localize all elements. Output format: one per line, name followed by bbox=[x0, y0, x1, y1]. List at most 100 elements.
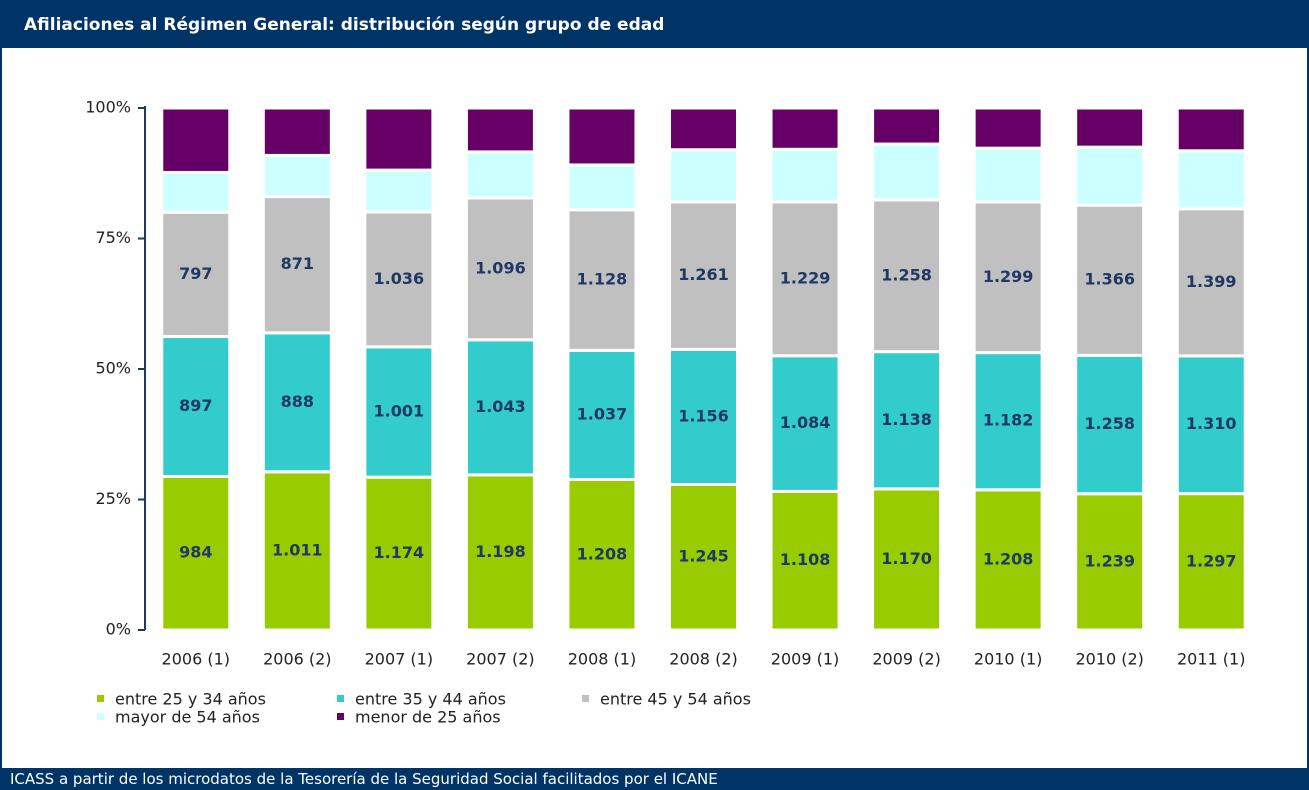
data-label: 1.208 bbox=[577, 544, 628, 563]
legend-swatch bbox=[97, 695, 104, 702]
bar-segment bbox=[566, 348, 638, 482]
bar-segment bbox=[566, 106, 638, 167]
legend-label: menor de 25 años bbox=[355, 708, 501, 727]
data-label: 1.182 bbox=[983, 411, 1034, 430]
bar-segment bbox=[261, 331, 333, 474]
data-label: 797 bbox=[179, 264, 212, 283]
bar-segment bbox=[261, 470, 333, 632]
bar-segment bbox=[1175, 106, 1247, 153]
bar-segment bbox=[871, 198, 943, 354]
data-label: 1.108 bbox=[780, 550, 831, 569]
data-label: 1.239 bbox=[1084, 551, 1135, 570]
data-label: 1.229 bbox=[780, 268, 831, 287]
data-label: 1.399 bbox=[1186, 272, 1237, 291]
y-tick-label: 0% bbox=[106, 620, 131, 639]
data-label: 1.258 bbox=[881, 265, 932, 284]
legend-label: entre 45 y 54 años bbox=[600, 690, 751, 709]
legend-swatch bbox=[337, 713, 344, 720]
bar-segment bbox=[769, 354, 841, 493]
bar-segment bbox=[363, 475, 435, 632]
bar-segment bbox=[1074, 106, 1146, 149]
bar-segment bbox=[972, 351, 1044, 492]
y-tick-label: 100% bbox=[85, 98, 131, 117]
x-tick-label: 2009 (1) bbox=[771, 650, 839, 669]
bar-segment bbox=[668, 200, 739, 351]
data-label: 888 bbox=[281, 392, 314, 411]
data-label: 1.174 bbox=[374, 543, 425, 562]
data-label: 871 bbox=[281, 254, 314, 273]
legend-label: entre 25 y 34 años bbox=[115, 690, 266, 709]
bar-segment bbox=[566, 208, 638, 352]
bar-segment bbox=[363, 106, 435, 172]
x-tick-label: 2006 (2) bbox=[263, 650, 331, 669]
bar-segment bbox=[160, 474, 232, 632]
bar-segment bbox=[160, 106, 232, 174]
bar-segment bbox=[668, 106, 739, 152]
bar-segment bbox=[464, 338, 536, 477]
data-label: 984 bbox=[179, 543, 212, 562]
x-tick-label: 2010 (2) bbox=[1075, 650, 1143, 669]
bar-segment bbox=[769, 106, 841, 151]
data-label: 1.297 bbox=[1186, 551, 1237, 570]
bar-segment bbox=[871, 106, 943, 146]
legend-swatch bbox=[337, 695, 344, 702]
data-label: 1.036 bbox=[374, 269, 425, 288]
x-tick-label: 2008 (2) bbox=[669, 650, 737, 669]
data-label: 1.156 bbox=[678, 406, 729, 425]
bar-segment bbox=[972, 200, 1044, 355]
legend-label: mayor de 54 años bbox=[115, 708, 260, 727]
bar-segment bbox=[769, 200, 841, 358]
data-label: 1.096 bbox=[475, 258, 526, 277]
data-label: 1.011 bbox=[272, 540, 323, 559]
bar-segment bbox=[261, 195, 333, 335]
bar-segment bbox=[1074, 145, 1146, 207]
data-label: 1.245 bbox=[678, 547, 729, 566]
bar-segment bbox=[1175, 149, 1247, 211]
legend-swatch bbox=[582, 695, 589, 702]
x-tick-label: 2007 (2) bbox=[466, 650, 534, 669]
source: ICASS a partir de los microdatos de la T… bbox=[2, 768, 1307, 788]
bar-segment bbox=[668, 347, 739, 486]
data-label: 1.299 bbox=[983, 267, 1034, 286]
x-tick-label: 2010 (1) bbox=[974, 650, 1042, 669]
bar-segment bbox=[769, 147, 841, 204]
data-label: 1.043 bbox=[475, 397, 526, 416]
bar-segment bbox=[566, 163, 638, 212]
bar-segment bbox=[972, 106, 1044, 150]
data-label: 1.138 bbox=[881, 410, 932, 429]
bar-segment bbox=[261, 153, 333, 199]
y-tick-label: 50% bbox=[95, 359, 131, 378]
data-label: 1.037 bbox=[577, 404, 628, 423]
bar-segment bbox=[871, 350, 943, 491]
bar-segment bbox=[871, 487, 943, 632]
bar-segment bbox=[363, 210, 435, 349]
chart: 0% 25% 50% 75% 100% 2006 (1) 984 897 797 2006 (2)… bbox=[85, 98, 1247, 727]
bar-segment bbox=[1074, 203, 1146, 357]
bar-segment bbox=[160, 170, 232, 214]
panel-title: Afiliaciones al Régimen General: distrib… bbox=[2, 2, 1307, 48]
data-label: 1.001 bbox=[374, 401, 425, 420]
bar-segment bbox=[566, 478, 638, 632]
data-label: 1.261 bbox=[678, 265, 729, 284]
data-label: 897 bbox=[179, 396, 212, 415]
bar-segment bbox=[871, 142, 943, 202]
legend-swatch bbox=[97, 713, 104, 720]
data-label: 1.084 bbox=[780, 413, 831, 432]
bar-segment bbox=[464, 196, 536, 342]
legend-label: entre 35 y 44 años bbox=[355, 690, 506, 709]
bar-segment bbox=[668, 482, 739, 632]
x-tick-label: 2006 (1) bbox=[162, 650, 230, 669]
bar-segment bbox=[464, 150, 536, 200]
bar-segment bbox=[972, 146, 1044, 204]
data-label: 1.128 bbox=[577, 270, 628, 289]
data-label: 1.170 bbox=[881, 549, 932, 568]
data-label: 1.208 bbox=[983, 549, 1034, 568]
x-tick-label: 2011 (1) bbox=[1177, 650, 1245, 669]
data-label: 1.366 bbox=[1084, 270, 1135, 289]
bar-segment bbox=[668, 148, 739, 204]
x-tick-label: 2009 (2) bbox=[872, 650, 940, 669]
data-label: 1.258 bbox=[1084, 414, 1135, 433]
x-tick-label: 2008 (1) bbox=[568, 650, 636, 669]
bar-segment bbox=[363, 168, 435, 214]
